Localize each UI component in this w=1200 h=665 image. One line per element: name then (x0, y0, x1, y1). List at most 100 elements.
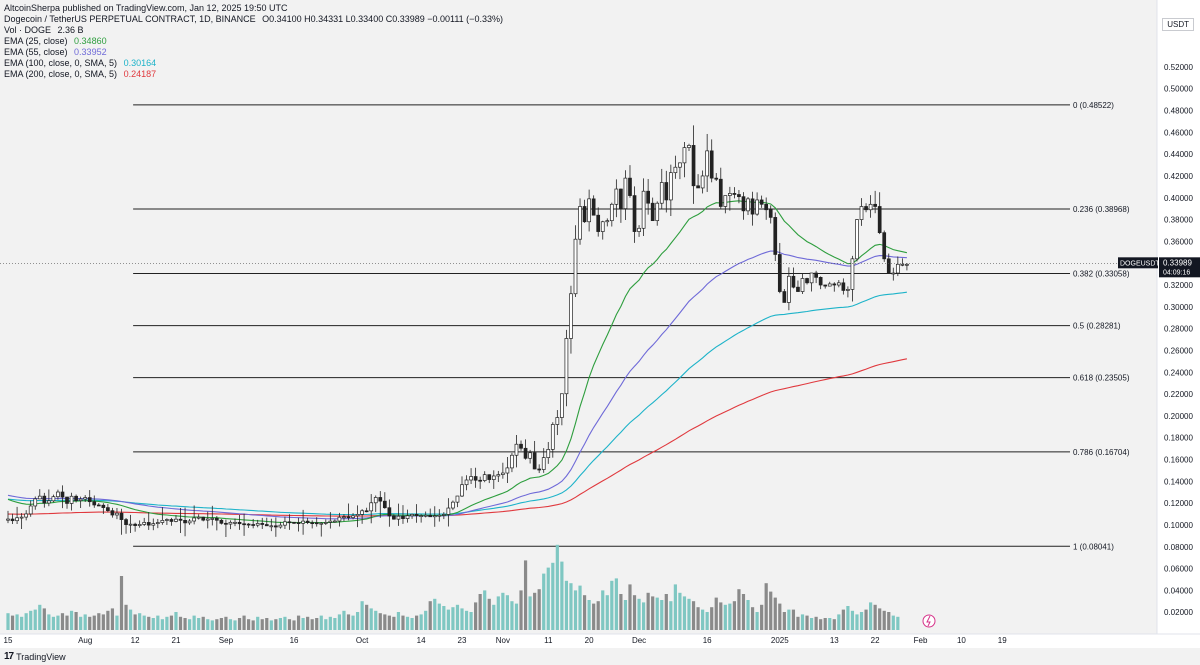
volume-bar (192, 615, 196, 630)
candle-body (392, 515, 396, 520)
candle-body (850, 258, 855, 290)
tradingview-logo-icon: 17 (4, 651, 14, 662)
candle-body (310, 522, 315, 524)
candle-body (346, 516, 351, 519)
volume-bar (846, 606, 850, 630)
candle-body (382, 500, 387, 509)
volume-bar (623, 600, 628, 630)
price-tag (1159, 257, 1200, 278)
volume-bar (569, 583, 573, 630)
ema200-legend[interactable]: EMA (200, close, 0, SMA, 5) 0.24187 (4, 69, 156, 80)
candle (882, 230, 887, 262)
candles (6, 125, 909, 537)
price-tick-label: 0.46000 (1164, 128, 1193, 137)
candle-body (886, 258, 891, 274)
candle (51, 494, 56, 503)
tradingview-logo[interactable]: 17 TradingView (4, 651, 66, 662)
candle-body (292, 521, 296, 524)
candle-body (396, 515, 401, 520)
ema200-value: 0.24187 (123, 69, 157, 79)
candle (891, 267, 896, 281)
candle-body (460, 484, 464, 497)
volume-bar (655, 597, 659, 630)
candle (192, 505, 196, 525)
volume-bar (514, 603, 519, 630)
volume-bar (201, 616, 205, 630)
candle (605, 218, 610, 227)
candle (19, 513, 24, 530)
volume-bar (573, 590, 578, 630)
candle-body (219, 519, 224, 524)
candle-body (124, 519, 128, 525)
candle (596, 207, 601, 237)
candle (387, 499, 392, 527)
volume-bar (732, 601, 736, 630)
candle-body (560, 393, 564, 418)
candle-body (600, 221, 605, 232)
candle-body (818, 277, 823, 286)
price-axis[interactable] (1157, 0, 1200, 634)
volume-bar (510, 601, 514, 630)
candle-body (178, 518, 183, 521)
time-axis[interactable] (0, 634, 1200, 648)
time-tick-label: 19 (998, 636, 1007, 645)
ema55-legend[interactable]: EMA (55, close) 0.33952 (4, 47, 107, 58)
replay-icon[interactable] (922, 614, 936, 628)
candle (405, 509, 410, 523)
volume-bar (260, 619, 264, 630)
volume-bar (197, 618, 201, 630)
price-tick-label: 0.28000 (1164, 325, 1193, 334)
volume-bar (24, 613, 28, 630)
volume-bar (582, 595, 587, 630)
volume-bar (233, 620, 237, 630)
candle-body (274, 525, 278, 528)
candle (278, 521, 283, 529)
candle-body (637, 227, 641, 232)
volume-bar (705, 612, 709, 630)
volume-bar (710, 607, 714, 630)
candle (560, 393, 564, 426)
ema55-label: EMA (55, close) (4, 47, 68, 57)
candle-body (528, 452, 532, 459)
candle-body (759, 199, 764, 205)
candle (83, 495, 88, 502)
candle (328, 512, 333, 529)
candle-body (269, 525, 274, 528)
ema100-legend[interactable]: EMA (100, close, 0, SMA, 5) 0.30164 (4, 58, 156, 69)
candle (750, 191, 755, 226)
candle (528, 449, 532, 464)
candle-body (891, 272, 896, 275)
volume-bar (178, 616, 183, 630)
candle-body (228, 521, 233, 525)
candle (432, 506, 437, 527)
volume-bar (887, 612, 891, 630)
volume-bar (396, 612, 401, 630)
candle (823, 284, 828, 289)
candle (106, 504, 110, 513)
candle-body (482, 474, 487, 481)
volume-bar (369, 608, 373, 630)
volume-bar (324, 619, 328, 630)
volume-bar (6, 613, 10, 630)
candle (119, 508, 124, 535)
ohlc-values: O0.34100 H0.34331 L0.33400 C0.33989 −0.0… (262, 14, 503, 24)
candle (287, 514, 292, 530)
symbol-legend[interactable]: Dogecoin / TetherUS PERPETUAL CONTRACT, … (4, 14, 503, 25)
candle-body (628, 177, 632, 196)
candle (664, 170, 669, 213)
volume-legend[interactable]: Vol · DOGE 2.36 B (4, 25, 84, 36)
symbol-title: Dogecoin / TetherUS PERPETUAL CONTRACT, … (4, 14, 256, 24)
candle (392, 514, 396, 520)
candle (859, 198, 864, 226)
candle (609, 202, 614, 227)
candle (505, 456, 510, 484)
ema25-legend[interactable]: EMA (25, close) 0.34860 (4, 36, 107, 47)
candle-body (319, 522, 324, 525)
currency-button[interactable]: USDT (1162, 18, 1194, 31)
time-tick-label: 20 (585, 636, 594, 645)
candle (491, 470, 496, 489)
volume-bar (832, 619, 836, 630)
candle (314, 517, 319, 527)
candle-body (573, 238, 578, 295)
